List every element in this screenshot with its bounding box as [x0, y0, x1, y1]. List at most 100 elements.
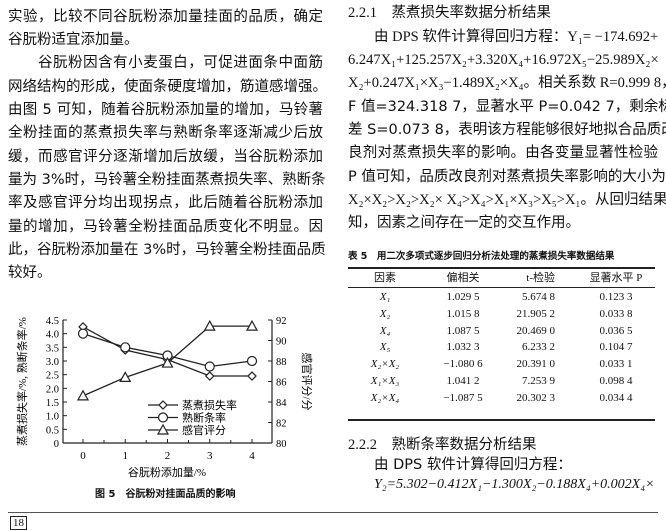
- data-point-triangle: [161, 356, 174, 368]
- data-point-circle: [246, 355, 258, 367]
- table-cell: 0.123 3: [599, 291, 633, 303]
- data-point-triangle: [203, 319, 216, 331]
- y2-tick-label: 80: [276, 439, 287, 450]
- y2-tick-label: 92: [276, 316, 287, 327]
- table-caption: 表 5 用二次多项式逐步回归分析法处理的蒸煮损失率数据结果: [348, 251, 615, 262]
- body-line: 率及感官评分均出现拐点，此后随着谷朊粉添加: [8, 195, 323, 211]
- body-line: 此，谷朊粉添加量在 3%时，马铃薯全粉挂面品质: [8, 242, 326, 258]
- body-line: 量为 3%时，马铃薯全粉挂面蒸煮损失率、熟断条: [8, 172, 326, 188]
- data-point-circle: [77, 328, 89, 339]
- table-cell: 6.233 2: [522, 341, 555, 354]
- data-point-triangle: [245, 319, 259, 331]
- table-cell: t-检验: [526, 272, 555, 284]
- legend-label: 感官评分: [182, 423, 226, 437]
- table-row: X₁ 1.029 5 5.674 8 0.123 3: [348, 289, 655, 306]
- body-line: 缓，而感官评分逐渐增加后放缓，当谷朊粉添加: [8, 149, 323, 165]
- table-cell: 0.033 1: [599, 358, 633, 371]
- body-line: 谷朊粉适宜添加量。: [8, 32, 139, 48]
- table-header-rule: [348, 287, 655, 288]
- table-cell: 21.905 2: [516, 307, 556, 320]
- body-line: 由 DPS 软件计算得回归方程：Y₁= −174.692+: [374, 29, 659, 45]
- x-axis-label: 谷朊粉添加量/%: [128, 465, 206, 479]
- y2-axis-label: 感官评分/分: [300, 352, 314, 410]
- y-tick-label: 0.5: [46, 425, 59, 436]
- y-tick-label: 4.5: [46, 316, 59, 327]
- table-row: X₂ 1.015 8 21.905 2 0.033 8: [348, 306, 655, 323]
- table-row: X₁×X₃ 1.041 2 7.253 9 0.098 4: [348, 373, 655, 390]
- y-tick-label: 1.0: [46, 412, 59, 423]
- footer-rule: [8, 512, 658, 513]
- data-point-triangle: [119, 371, 132, 382]
- x-tick-label: 1: [123, 450, 129, 462]
- table-cell: X₁×X₃: [370, 375, 400, 387]
- y-tick-label: 1.5: [46, 398, 59, 409]
- data-point-circle: [204, 361, 215, 372]
- table-row: X₂×X₄ −1.087 5 20.302 3 0.034 4: [348, 390, 655, 407]
- body-line: P 值可知，品质改良剂对蒸煮损失率影响的大小为: [348, 169, 666, 185]
- table-cell: 20.302 3: [516, 391, 556, 404]
- legend-marker-circle: [157, 412, 169, 423]
- table-row: X₅ 1.032 3 6.233 2 0.104 7: [348, 339, 655, 356]
- y2-tick-label: 84: [276, 398, 287, 409]
- body-line: 由图 5 可知，随着谷朊粉添加量的增加，马铃薯: [8, 102, 323, 118]
- table-cell: 显著水平 P: [589, 272, 643, 284]
- table-cell: −1.087 5: [443, 391, 483, 404]
- x-tick-label: 0: [80, 450, 86, 462]
- body-line: 全粉挂面的蒸煮损失率与熟断条率逐渐减少后放: [8, 125, 323, 141]
- body-line: 良剂对蒸煮损失率的影响。由各变量显著性检验: [348, 145, 658, 161]
- table-cell: 0.104 7: [599, 341, 633, 354]
- table-cell: 1.087 5: [446, 324, 480, 337]
- body-line: 谷朊粉因含有小麦蛋白，可促进面条中面筋: [38, 55, 323, 71]
- body-line: 差 S=0.073 8，表明该方程能够很好地拟合品质改: [348, 122, 666, 138]
- table-bottom-rule: [348, 419, 655, 421]
- figure-caption: 图 5 谷朊粉对挂面品质的影响: [95, 489, 236, 500]
- table-cell: X₂×X₄: [370, 391, 400, 404]
- table-cell: 1.032 3: [446, 341, 480, 354]
- legend-marker-triangle: [156, 423, 170, 435]
- y-axis-label: 蒸煮损失率/%, 熟断条率/%: [15, 317, 29, 446]
- y-tick-label: 2.5: [46, 371, 59, 382]
- table-cell: 1.015 8: [446, 307, 480, 320]
- data-point-diamond: [247, 371, 257, 381]
- body-line: 6.247X₁+125.257X₂+3.320X₄+16.972X₅−25.98…: [348, 52, 659, 68]
- y2-tick-label: 86: [276, 378, 287, 389]
- table-cell: 1.029 5: [446, 291, 480, 303]
- data-point-circle: [120, 342, 131, 353]
- table-cell: 偏相关: [446, 272, 480, 284]
- table-cell: 因素: [374, 272, 396, 284]
- table-cell: −1.080 6: [443, 358, 483, 371]
- table-cell: 0.034 4: [599, 391, 633, 404]
- y2-tick-label: 82: [276, 419, 287, 430]
- section-heading-2-2-2: 2.2.2 熟断条率数据分析结果: [348, 437, 537, 453]
- x-tick-label: 3: [207, 450, 213, 462]
- figure-5-chart: 0 0.5 1.0 1.5 2.0 2.5 3.0 3.5 4.0 4.5 80 82 84 86 88 90…: [15, 316, 314, 479]
- page-number: 18: [10, 516, 27, 530]
- legend-label: 熟断条率: [182, 411, 226, 425]
- y2-tick-label: 88: [276, 357, 287, 368]
- table-cell: 20.391 0: [516, 358, 556, 371]
- table-cell: 1.041 2: [446, 375, 480, 387]
- body-line: 量的增加，马铃薯全粉挂面品质变化不明显。因: [8, 219, 323, 235]
- body-line: X₂×X₂>X₂>X₂× X₄>X₄>X₁×X₃>X₅>X₁。从回归结果可: [348, 192, 666, 208]
- body-line: F 值=324.318 7，显著水平 P=0.042 7，剩余标准: [348, 99, 666, 115]
- body-line: 由 DPS 软件计算得回归方程：: [374, 457, 572, 473]
- y-tick-label: 3.5: [46, 343, 59, 354]
- x-tick-label: 4: [249, 450, 255, 462]
- y-tick-label: 4.0: [46, 330, 59, 341]
- body-line: 网络结构的形成，使面条硬度增加，筋道感增强。: [8, 79, 327, 95]
- table-cell: X₂: [379, 307, 391, 320]
- table-cell: X₄: [379, 324, 391, 337]
- body-line: 知，因素之间存在一定的交互作用。: [348, 215, 580, 231]
- legend-marker-diamond: [158, 400, 168, 410]
- body-line: X₂+0.247X₁×X₃−1.489X₂×X₄。相关系数 R=0.999 8，: [348, 75, 666, 91]
- table-cell: X₂×X₂: [370, 358, 400, 371]
- table-cell: 20.469 0: [516, 324, 556, 337]
- section-heading-2-2-1: 2.2.1 蒸煮损失率数据分析结果: [348, 5, 551, 21]
- table-cell: 0.098 4: [599, 375, 633, 387]
- y2-tick-label: 90: [276, 337, 287, 348]
- table-cell: 0.033 8: [599, 307, 633, 320]
- table-cell: 7.253 9: [522, 375, 555, 387]
- equation-line: Y₂=5.302−0.412X₁−1.300X₂−0.188X₄+0.002X₄…: [374, 477, 655, 492]
- y-tick-label: 3.0: [46, 357, 59, 368]
